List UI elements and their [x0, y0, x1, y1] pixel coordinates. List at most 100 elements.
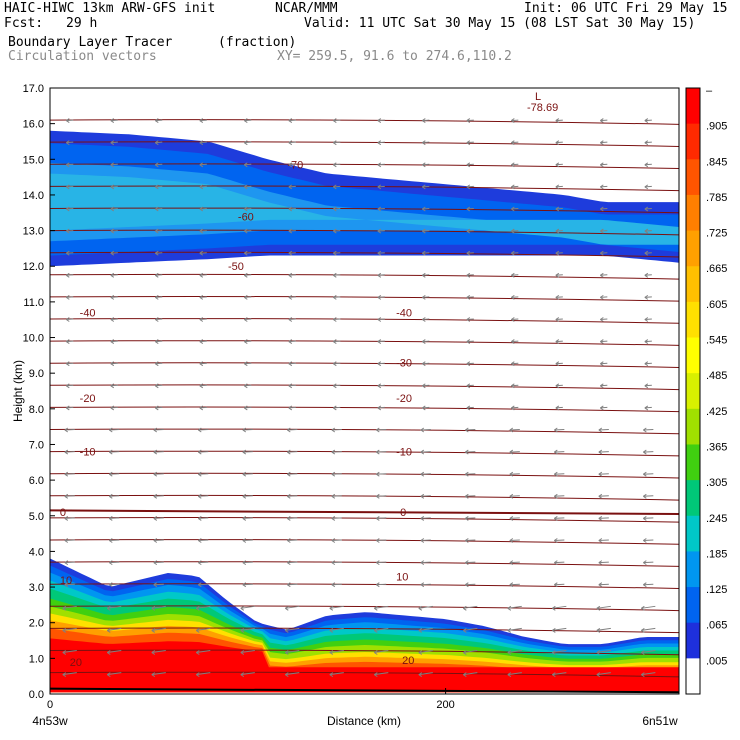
contour-line [49, 163, 680, 170]
vector-arrow [463, 672, 478, 678]
vector-arrow [554, 471, 565, 477]
vector-arrow [288, 228, 296, 234]
vector-arrow [644, 361, 652, 367]
vector-arrow [333, 140, 341, 146]
vector-arrow [641, 672, 656, 678]
x-axis-label: Distance (km) [327, 714, 401, 728]
vector-arrow [554, 560, 565, 566]
vector-arrow [242, 582, 253, 588]
vector-arrow [596, 650, 611, 655]
contour-line [49, 185, 680, 192]
vector-arrow [600, 272, 608, 278]
contour-line [49, 516, 680, 523]
vector-arrow [66, 361, 74, 367]
vector-arrow [66, 405, 74, 411]
vector-arrow [62, 627, 77, 633]
vector-arrow [422, 250, 430, 256]
contour-line [49, 295, 680, 302]
vector-arrow [153, 449, 164, 455]
vector-arrow [287, 515, 298, 521]
vector-arrow [242, 560, 253, 566]
vector-arrow [418, 627, 433, 633]
vector-arrow [153, 582, 164, 588]
vector-arrow [420, 515, 431, 521]
vector-arrow [244, 206, 252, 212]
vector-arrow [242, 427, 253, 433]
vector-arrow [196, 627, 211, 633]
vector-arrow [554, 493, 565, 499]
vector-arrow [155, 272, 163, 278]
vector-arrow [465, 538, 476, 543]
vector-arrow [511, 118, 519, 123]
vector-arrow [555, 228, 563, 234]
plot-frame [49, 87, 680, 695]
vector-arrow [465, 471, 476, 477]
vector-arrow [244, 294, 252, 300]
vector-arrow [644, 272, 652, 278]
vector-arrow [507, 605, 522, 611]
vector-arrow [641, 650, 656, 655]
vector-arrow [422, 294, 430, 300]
vector-arrow [600, 405, 608, 411]
vector-arrow [598, 427, 609, 433]
y-tick-label: 4.0 [29, 546, 44, 558]
vector-arrow [153, 427, 164, 433]
vector-arrow [374, 605, 389, 611]
vector-arrow [463, 605, 478, 611]
vector-arrow [418, 672, 433, 678]
vector-arrow [199, 162, 207, 168]
vector-arrow [288, 118, 296, 123]
colorbar-label: .725 [706, 228, 727, 240]
field-name: Boundary Layer Tracer [8, 35, 173, 50]
vector-arrow [554, 515, 565, 521]
colorbar-swatch [686, 373, 700, 410]
vector-arrow [596, 627, 611, 633]
contour-label: -30 [396, 357, 412, 369]
vector-arrow [644, 294, 652, 300]
contour-line [49, 251, 680, 258]
vector-arrow [242, 449, 253, 455]
contour-line [49, 605, 680, 612]
vector-arrow [377, 162, 385, 168]
vector-arrow [507, 672, 522, 678]
y-tick-label: 6.0 [29, 475, 44, 487]
vector-arrow [242, 493, 253, 499]
vector-arrow [511, 294, 519, 300]
vector-arrow [242, 515, 253, 521]
vector-arrow [333, 405, 341, 411]
contour-label: -50 [228, 261, 244, 273]
vector-arrow [333, 317, 341, 322]
vector-arrow [644, 184, 652, 190]
vector-arrow [288, 317, 296, 322]
vector-arrow [109, 538, 120, 543]
vector-arrow [465, 582, 476, 588]
vector-arrow [420, 538, 431, 543]
vector-arrow [511, 361, 519, 367]
vector-arrow [377, 228, 385, 234]
vector-arrow [333, 162, 341, 168]
vector-arrow [155, 206, 163, 212]
vector-arrow [198, 560, 209, 566]
vector-arrow [199, 339, 207, 345]
vector-arrow [198, 427, 209, 433]
vector-arrow [107, 650, 122, 655]
vector-arrow [199, 250, 207, 256]
vector-arrow [329, 672, 344, 678]
colorbar-swatch [686, 301, 700, 339]
vector-arrow [151, 605, 166, 611]
vector-arrow [240, 627, 255, 633]
vector-arrow [377, 184, 385, 190]
vector-arrow [285, 672, 300, 678]
vector-arrow [555, 294, 563, 300]
vector-arrow [554, 538, 565, 543]
colorbar-swatch [686, 88, 700, 125]
vector-arrow [420, 493, 431, 499]
vector-arrow [199, 206, 207, 212]
vector-arrow [463, 627, 478, 633]
low-marker-value: -78.69 [527, 102, 558, 114]
vector-arrow [644, 140, 652, 146]
vector-arrow [288, 206, 296, 212]
vector-arrow [643, 560, 654, 566]
colorbar-swatch [686, 515, 700, 552]
y-tick-label: 8.0 [29, 404, 44, 416]
